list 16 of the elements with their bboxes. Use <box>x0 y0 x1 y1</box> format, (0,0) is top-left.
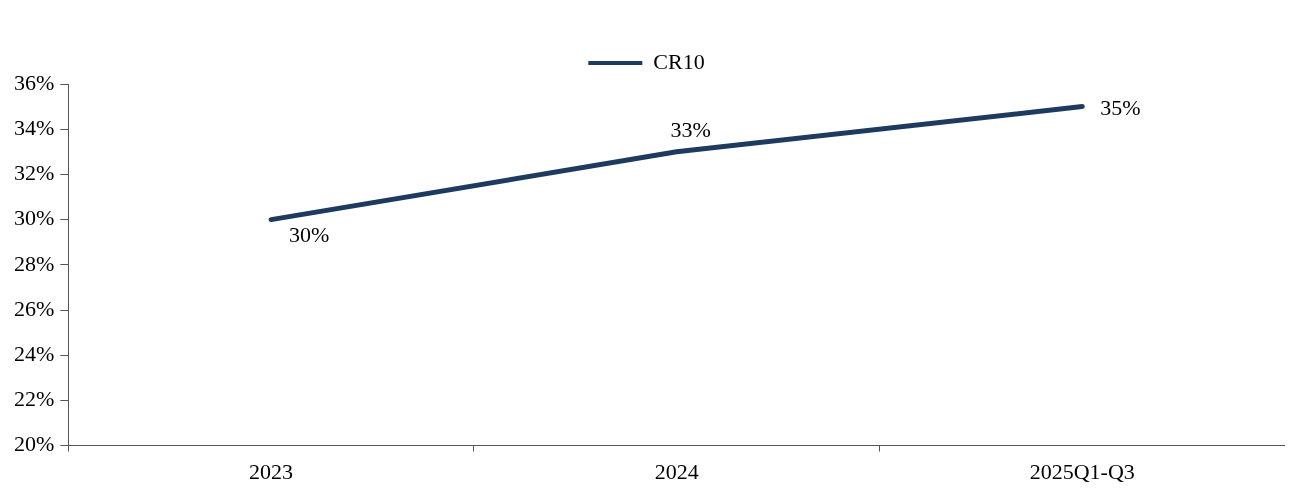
x-tick-label: 2025Q1-Q3 <box>1029 458 1135 484</box>
x-tick-label: 2023 <box>249 458 294 484</box>
y-tick-label: 22% <box>14 386 55 412</box>
y-tick-label: 32% <box>14 160 55 186</box>
data-label: 33% <box>670 116 711 142</box>
data-label: 35% <box>1100 95 1141 121</box>
y-tick-label: 36% <box>14 69 55 95</box>
y-tick-label: 28% <box>14 250 55 276</box>
y-tick-label: 34% <box>14 114 55 140</box>
y-tick-label: 24% <box>14 340 55 366</box>
legend-label: CR10 <box>653 48 705 74</box>
y-tick-label: 30% <box>14 205 55 231</box>
y-tick-label: 20% <box>14 431 55 457</box>
y-tick-label: 26% <box>14 295 55 321</box>
data-label: 30% <box>289 222 330 248</box>
x-tick-label: 2024 <box>654 458 699 484</box>
